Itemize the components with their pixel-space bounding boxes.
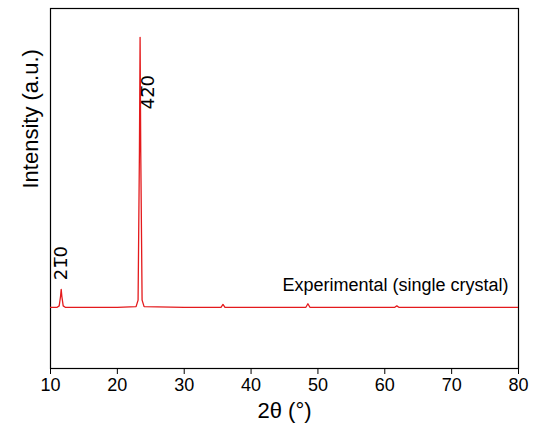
svg-text:40: 40 — [241, 375, 261, 395]
svg-text:42̅0: 42̅0 — [137, 75, 158, 109]
svg-text:60: 60 — [375, 375, 395, 395]
svg-text:Experimental (single crystal): Experimental (single crystal) — [282, 275, 508, 295]
svg-text:Intensity (a.u.): Intensity (a.u.) — [18, 49, 43, 188]
svg-text:21̅0: 21̅0 — [50, 246, 71, 280]
svg-text:10: 10 — [40, 375, 60, 395]
svg-text:30: 30 — [174, 375, 194, 395]
svg-text:70: 70 — [442, 375, 462, 395]
svg-text:80: 80 — [508, 375, 528, 395]
svg-text:2θ (°): 2θ (°) — [257, 398, 311, 423]
svg-text:20: 20 — [107, 375, 127, 395]
svg-text:50: 50 — [308, 375, 328, 395]
